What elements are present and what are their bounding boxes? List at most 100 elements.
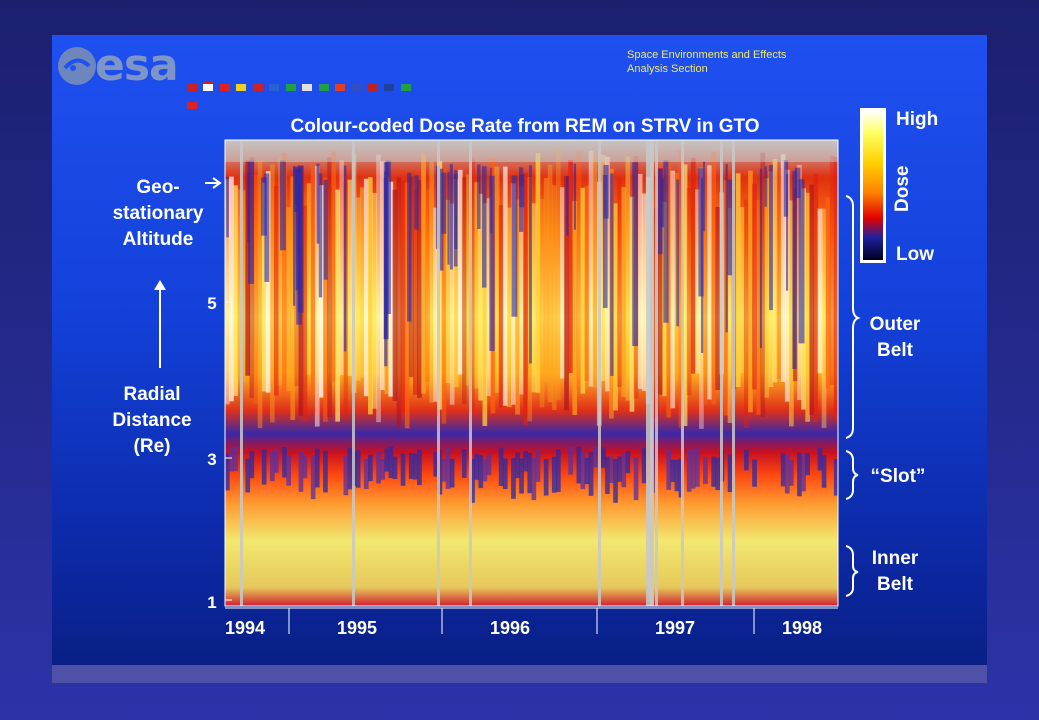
gap-stripe [482,166,487,288]
slot-label: “Slot” [871,466,926,487]
dose-stripe [752,183,757,390]
dose-stripe [760,152,766,417]
slot-stripe [780,453,786,487]
plot-frame [224,139,839,607]
dose-stripe [302,205,308,422]
dose-stripe [486,198,492,397]
dose-stripe [756,200,761,415]
gap-stripe [529,165,532,364]
dose-stripe [257,160,263,429]
dose-stripe [331,151,336,382]
slot-stripe [543,459,549,496]
slot-stripe [580,451,586,490]
gap-stripe [519,174,525,208]
dose-stripe [560,187,565,379]
slot-stripe [621,453,627,488]
slot-stripe [568,446,573,475]
slot-stripe [408,452,414,479]
slot-stripe [233,446,238,472]
dose-stripe [519,186,524,395]
gap-stripe [769,165,773,311]
slot-stripe [678,458,684,498]
dose-stripe [813,173,819,422]
slot-stripe [821,455,827,488]
slot-stripe [633,457,639,501]
slot-stripe [625,451,631,474]
gap-stripe [764,166,767,207]
slot-stripe [584,457,590,485]
dose-stripe [547,164,553,403]
slot-stripe [752,459,757,487]
gap-stripe [323,179,328,280]
dose-stripe [617,177,622,388]
dose-stripe [535,153,541,393]
gap-stripe [449,164,453,270]
dose-stripe [711,151,716,405]
gap-stripe [798,179,805,344]
dose-stripe [225,179,230,405]
dose-stripe [470,157,475,414]
dose-stripe [474,182,479,389]
data-gap-column [437,140,440,606]
slot-stripe [470,458,475,503]
geo-label-line-1: Geo- [136,177,179,198]
inner-belt-brace [845,545,859,597]
flag-icon [252,84,263,91]
slot-stripe [229,448,234,472]
slot-stripe [245,458,251,493]
dose-stripe [396,177,402,428]
slot-stripe [270,451,275,482]
dose-stripe [229,176,234,402]
dose-stripe [253,175,259,404]
dose-stripe [429,162,434,403]
top-fringe [225,140,838,162]
slot-stripe [343,455,349,496]
slot-stripe [535,449,541,482]
slot-stripe [592,446,598,468]
slot-stripe [225,453,230,491]
slot-stripe [449,458,455,488]
data-gap-column [650,140,653,606]
dose-stripe [629,196,635,412]
esa-logo-text: esa [95,40,179,91]
slot-stripe [551,456,557,493]
x-tick-label-1995: 1995 [337,618,377,638]
slot-stripe [282,447,287,478]
dose-stripe [449,203,455,405]
gap-stripe [293,166,296,306]
slot-stripe [523,450,528,472]
geostationary-annotation: Geo- stationary Altitude [113,177,222,250]
gap-stripe [511,175,518,317]
flag-icon [187,102,197,109]
dose-stripe [588,150,594,387]
data-gap-column [598,140,601,606]
dose-stripe [515,199,520,415]
dose-stripe [347,179,353,376]
dose-stripe [707,165,712,400]
dose-stripe [457,169,463,375]
dose-stripe [715,207,721,390]
dose-stripe [335,189,340,422]
dose-stripe [625,156,631,401]
slot-stripe [417,449,422,486]
outer-belt-label-line-1: Outer [870,314,921,335]
gap-stripe [489,175,495,351]
dose-stripe [261,182,267,392]
gap-stripe [786,173,789,291]
dose-stripe [641,193,647,391]
dose-stripe [507,207,512,408]
dose-stripe [829,155,835,385]
esa-logo: esa [55,40,425,109]
heatmap-plot-area [224,139,839,607]
data-gap-column [732,140,735,606]
gap-stripe [657,169,663,255]
gap-stripe [603,164,609,219]
dose-stripe [323,177,328,422]
slot-stripe [695,447,700,487]
slot-stripe [744,449,749,471]
flag-icon [219,84,230,91]
slot-stripe [817,447,823,471]
data-gap-column [681,140,684,606]
gap-stripe [296,168,302,325]
